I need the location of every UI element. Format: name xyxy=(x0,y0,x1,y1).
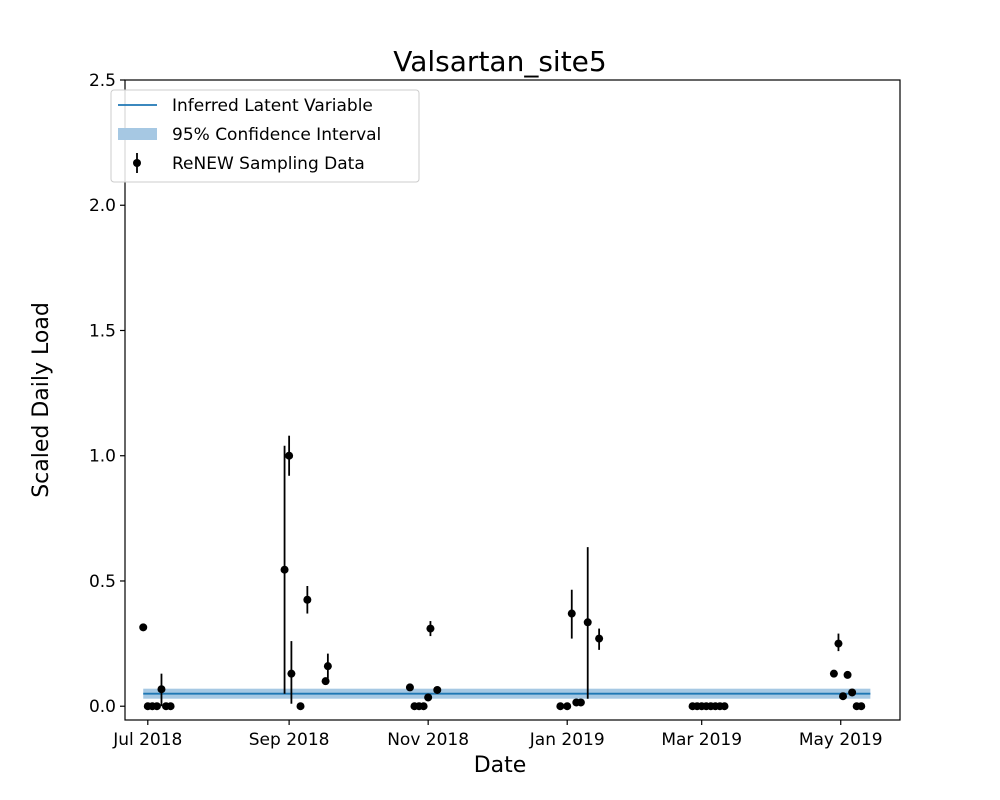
sample-point xyxy=(405,683,414,692)
chart-title: Valsartan_site5 xyxy=(393,45,606,78)
sample-point xyxy=(563,702,572,711)
sample-point xyxy=(857,702,866,711)
legend-latent-label: Inferred Latent Variable xyxy=(172,96,373,116)
sample-point xyxy=(583,618,592,627)
sample-point xyxy=(720,702,729,711)
x-tick-label: Mar 2019 xyxy=(661,730,742,750)
sample-point xyxy=(556,702,565,711)
plot-frame xyxy=(124,79,901,721)
sample-point xyxy=(829,669,838,678)
sample-point xyxy=(285,451,294,460)
sample-point xyxy=(280,565,289,574)
sample-point xyxy=(303,595,312,604)
sample-point xyxy=(157,685,166,694)
y-tick-label: 1.0 xyxy=(89,447,116,467)
x-tick-label: Jan 2019 xyxy=(529,730,605,750)
sample-point xyxy=(848,688,857,697)
sample-point xyxy=(323,662,332,671)
sample-point xyxy=(433,685,442,694)
y-axis-label: Scaled Daily Load xyxy=(29,302,54,498)
sample-point xyxy=(139,623,148,632)
x-axis-label: Date xyxy=(474,753,527,778)
y-tick-label: 0.0 xyxy=(89,697,116,717)
sample-point xyxy=(839,692,848,701)
sample-point xyxy=(595,634,604,643)
legend-samples-label: ReNEW Sampling Data xyxy=(172,154,365,174)
x-tick-label: May 2019 xyxy=(799,730,883,750)
legend: Inferred Latent Variable 95% Confidence … xyxy=(110,89,420,183)
y-tick-label: 1.5 xyxy=(89,321,116,341)
plot-layer xyxy=(139,435,871,711)
sample-point xyxy=(424,693,433,702)
axes-layer: Jul 2018 Sep 2018 Nov 2018 Jan 2019 Mar 2019… xyxy=(89,71,883,750)
sample-point xyxy=(843,670,852,679)
legend-box xyxy=(110,89,420,183)
legend-samples-point-swatch xyxy=(133,159,141,167)
sample-point xyxy=(419,702,428,711)
sample-point xyxy=(321,677,330,686)
sample-point xyxy=(567,609,576,618)
legend-ci-label: 95% Confidence Interval xyxy=(172,125,381,145)
x-tick-label: Sep 2018 xyxy=(249,730,330,750)
sample-point xyxy=(152,702,161,711)
x-tick-label: Jul 2018 xyxy=(112,730,182,750)
x-tick-label: Nov 2018 xyxy=(387,730,469,750)
sample-point xyxy=(166,702,175,711)
y-tick-label: 2.0 xyxy=(89,196,116,216)
sample-point xyxy=(576,698,585,707)
y-tick-label: 0.5 xyxy=(89,572,116,592)
y-tick-label: 2.5 xyxy=(89,71,116,91)
sample-point xyxy=(834,639,843,648)
sample-point xyxy=(296,702,305,711)
legend-ci-swatch xyxy=(118,128,157,140)
sample-point xyxy=(426,624,435,633)
sample-point xyxy=(287,669,296,678)
